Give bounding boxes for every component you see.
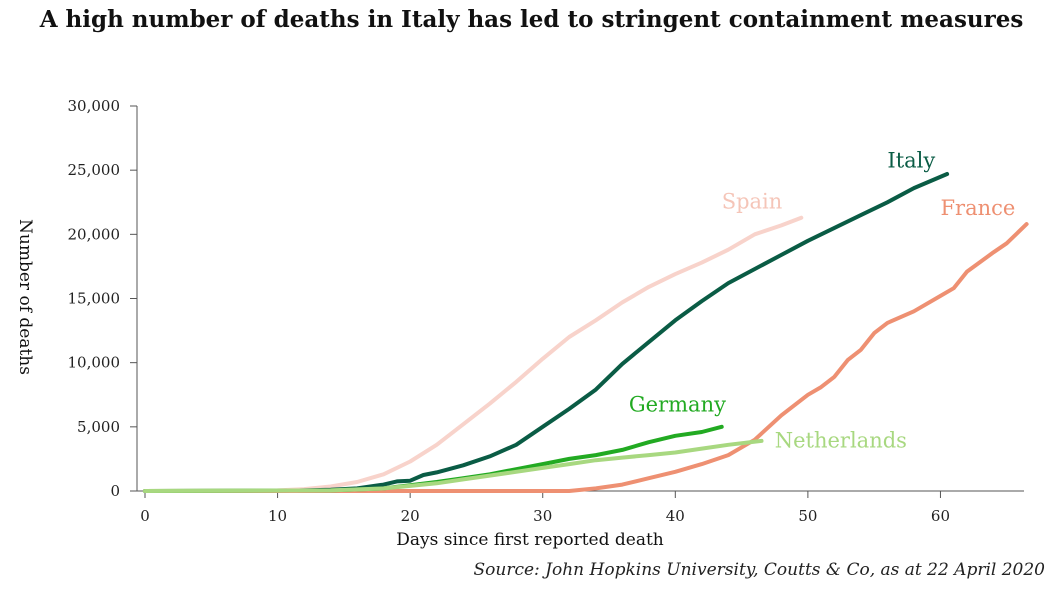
x-tick-label: 20 xyxy=(401,507,420,525)
series-label-netherlands: Netherlands xyxy=(775,428,907,452)
y-tick-label: 15,000 xyxy=(68,290,121,308)
y-tick-label: 10,000 xyxy=(68,354,121,372)
series-line-italy xyxy=(143,172,950,493)
source-note: Source: John Hopkins University, Coutts … xyxy=(473,560,1046,580)
x-tick-label: 50 xyxy=(798,507,817,525)
series-label-germany: Germany xyxy=(629,392,726,416)
x-tick-label: 0 xyxy=(140,507,150,525)
x-tick-label: 40 xyxy=(666,507,685,525)
series-line-spain xyxy=(143,215,804,493)
series-label-france: France xyxy=(940,196,1015,220)
chart-axes: 0 5,000 10,000 15,000 20,000 25,000 30,000 0 10 2… xyxy=(68,97,1024,525)
x-tick-label: 60 xyxy=(931,507,950,525)
y-tick-label: 30,000 xyxy=(68,97,121,115)
y-tick-label: 25,000 xyxy=(68,161,121,179)
chart-title: A high number of deaths in Italy has led… xyxy=(39,6,1024,33)
y-tick-label: 20,000 xyxy=(68,225,121,243)
x-tick-label: 10 xyxy=(268,507,287,525)
x-axis-title: Days since first reported death xyxy=(396,530,664,550)
series-label-italy: Italy xyxy=(887,149,935,173)
series-line-france xyxy=(143,222,1029,493)
x-tick-label: 30 xyxy=(533,507,552,525)
chart-series xyxy=(143,172,1029,493)
y-tick-label: 0 xyxy=(110,482,120,500)
series-line-netherlands xyxy=(143,438,764,493)
y-axis-title: Number of deaths xyxy=(15,219,35,375)
series-label-spain: Spain xyxy=(722,190,783,214)
y-tick-label: 5,000 xyxy=(77,418,120,436)
